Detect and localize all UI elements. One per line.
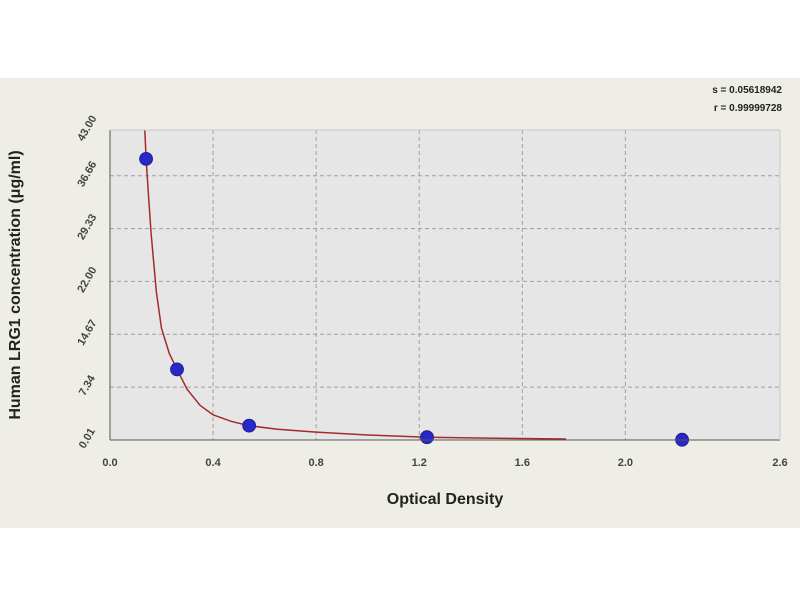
data-point	[242, 418, 257, 433]
x-tick-label: 0.0	[102, 457, 117, 469]
fit-stat-s: s = 0.05618942	[712, 85, 782, 96]
fit-stat-r: r = 0.99999728	[714, 103, 783, 114]
x-axis-title: Optical Density	[387, 491, 504, 508]
data-point	[139, 151, 153, 166]
x-tick-label: 2.6	[772, 457, 787, 469]
x-tick-label: 0.4	[205, 457, 221, 469]
axes	[109, 129, 781, 441]
fit-curve-group	[144, 129, 567, 440]
x-tick-label: 1.6	[515, 457, 530, 469]
x-tick-label: 2.0	[618, 457, 633, 469]
x-tick-label: 0.8	[309, 457, 324, 469]
data-point	[170, 362, 184, 377]
plot-area	[110, 130, 780, 440]
fit-curve	[144, 129, 567, 440]
y-axis-title: Human LRG1 concentration (μg/ml)	[7, 150, 24, 419]
x-tick-label: 1.2	[412, 457, 427, 469]
x-tick-labels: 0.0 0.4 0.8 1.2 1.6 2.0 2.6	[102, 457, 787, 469]
grid-lines	[110, 130, 780, 440]
data-point	[420, 430, 434, 445]
